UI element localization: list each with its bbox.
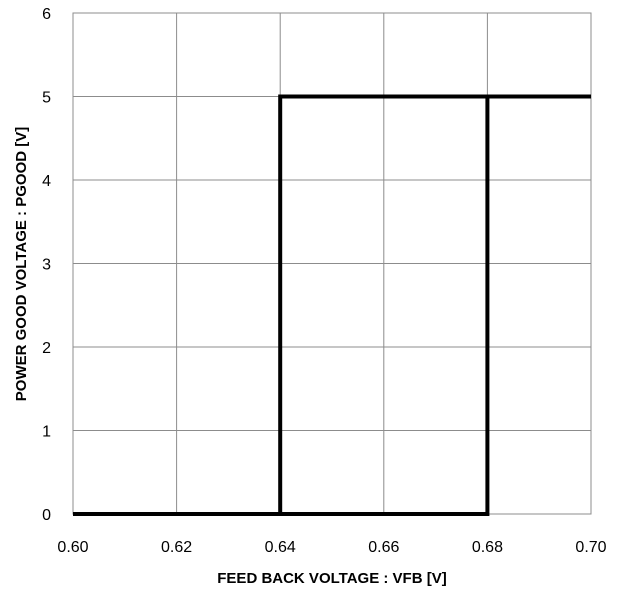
x-tick-label: 0.70 bbox=[575, 539, 606, 556]
series-line-1 bbox=[73, 94, 490, 516]
y-tick-label: 2 bbox=[42, 340, 51, 357]
y-axis-label: POWER GOOD VOLTAGE : PGOOD [V] bbox=[13, 127, 30, 401]
y-tick-label: 3 bbox=[42, 257, 51, 274]
y-tick-label: 6 bbox=[42, 6, 51, 23]
y-tick-label: 0 bbox=[42, 507, 51, 524]
x-tick-label: 0.66 bbox=[368, 539, 399, 556]
y-tick-label: 5 bbox=[42, 90, 51, 107]
x-tick-label: 0.60 bbox=[57, 539, 88, 556]
series-group bbox=[73, 94, 591, 516]
y-tick-label: 1 bbox=[42, 424, 51, 441]
x-tick-label: 0.68 bbox=[472, 539, 503, 556]
x-axis-label: FEED BACK VOLTAGE : VFB [V] bbox=[217, 570, 446, 587]
y-tick-label: 4 bbox=[42, 173, 51, 190]
x-axis-ticks: 0.60 0.62 0.64 0.66 0.68 0.70 bbox=[57, 539, 606, 556]
x-tick-label: 0.62 bbox=[161, 539, 192, 556]
grid bbox=[72, 12, 592, 515]
y-axis-ticks: 0 1 2 3 4 5 6 bbox=[42, 6, 51, 524]
x-tick-label: 0.64 bbox=[265, 539, 296, 556]
